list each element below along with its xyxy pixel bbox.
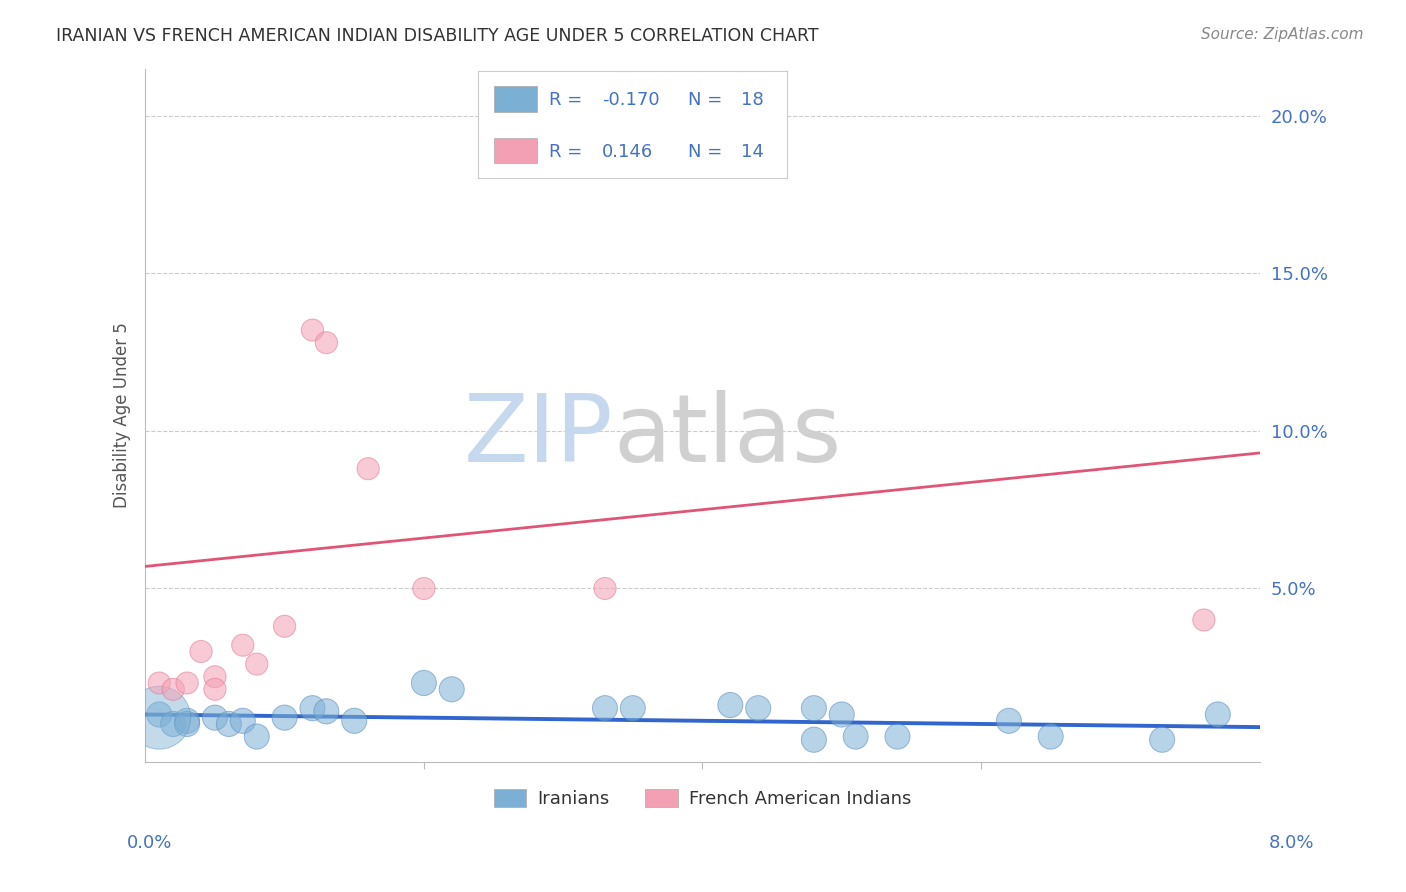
Ellipse shape bbox=[315, 332, 337, 354]
Ellipse shape bbox=[593, 577, 616, 599]
Ellipse shape bbox=[301, 319, 323, 341]
Ellipse shape bbox=[1150, 727, 1174, 752]
Ellipse shape bbox=[745, 696, 770, 721]
Ellipse shape bbox=[202, 705, 228, 731]
Ellipse shape bbox=[128, 686, 191, 749]
FancyBboxPatch shape bbox=[494, 137, 537, 163]
Ellipse shape bbox=[217, 711, 242, 737]
Text: ZIP: ZIP bbox=[464, 390, 613, 482]
Text: N =: N = bbox=[689, 143, 728, 161]
Y-axis label: Disability Age Under 5: Disability Age Under 5 bbox=[114, 322, 131, 508]
Ellipse shape bbox=[620, 696, 645, 721]
Ellipse shape bbox=[231, 708, 256, 733]
Ellipse shape bbox=[190, 640, 212, 663]
Ellipse shape bbox=[412, 671, 436, 696]
Ellipse shape bbox=[160, 711, 186, 737]
Text: -0.170: -0.170 bbox=[602, 91, 659, 109]
Ellipse shape bbox=[801, 727, 827, 752]
Ellipse shape bbox=[204, 678, 226, 700]
Ellipse shape bbox=[592, 696, 617, 721]
Ellipse shape bbox=[299, 696, 325, 721]
Ellipse shape bbox=[884, 724, 910, 749]
Ellipse shape bbox=[273, 615, 295, 637]
Ellipse shape bbox=[148, 672, 170, 694]
Ellipse shape bbox=[176, 672, 198, 694]
Ellipse shape bbox=[342, 708, 367, 733]
Ellipse shape bbox=[174, 711, 200, 737]
Text: Source: ZipAtlas.com: Source: ZipAtlas.com bbox=[1201, 27, 1364, 42]
Text: atlas: atlas bbox=[613, 390, 842, 482]
Text: R =: R = bbox=[550, 91, 588, 109]
Legend: Iranians, French American Indians: Iranians, French American Indians bbox=[486, 781, 918, 815]
Text: 8.0%: 8.0% bbox=[1270, 834, 1315, 852]
Text: 0.0%: 0.0% bbox=[127, 834, 172, 852]
Text: N =: N = bbox=[689, 91, 728, 109]
Text: 14: 14 bbox=[741, 143, 763, 161]
Ellipse shape bbox=[830, 702, 855, 727]
Ellipse shape bbox=[246, 653, 269, 675]
Ellipse shape bbox=[204, 665, 226, 688]
Ellipse shape bbox=[273, 705, 297, 731]
Text: 0.146: 0.146 bbox=[602, 143, 652, 161]
Ellipse shape bbox=[439, 677, 464, 702]
Ellipse shape bbox=[245, 724, 270, 749]
Ellipse shape bbox=[146, 702, 172, 727]
Ellipse shape bbox=[718, 692, 742, 718]
Ellipse shape bbox=[801, 696, 827, 721]
Text: IRANIAN VS FRENCH AMERICAN INDIAN DISABILITY AGE UNDER 5 CORRELATION CHART: IRANIAN VS FRENCH AMERICAN INDIAN DISABI… bbox=[56, 27, 818, 45]
Ellipse shape bbox=[997, 708, 1021, 733]
FancyBboxPatch shape bbox=[494, 87, 537, 112]
Ellipse shape bbox=[174, 708, 200, 733]
Ellipse shape bbox=[413, 577, 434, 599]
Ellipse shape bbox=[314, 698, 339, 724]
Ellipse shape bbox=[357, 458, 380, 480]
Ellipse shape bbox=[232, 634, 254, 657]
Ellipse shape bbox=[1192, 609, 1215, 631]
Text: 18: 18 bbox=[741, 91, 763, 109]
Ellipse shape bbox=[162, 678, 184, 700]
Ellipse shape bbox=[1205, 702, 1230, 727]
Ellipse shape bbox=[844, 724, 869, 749]
Ellipse shape bbox=[1038, 724, 1063, 749]
Text: R =: R = bbox=[550, 143, 593, 161]
